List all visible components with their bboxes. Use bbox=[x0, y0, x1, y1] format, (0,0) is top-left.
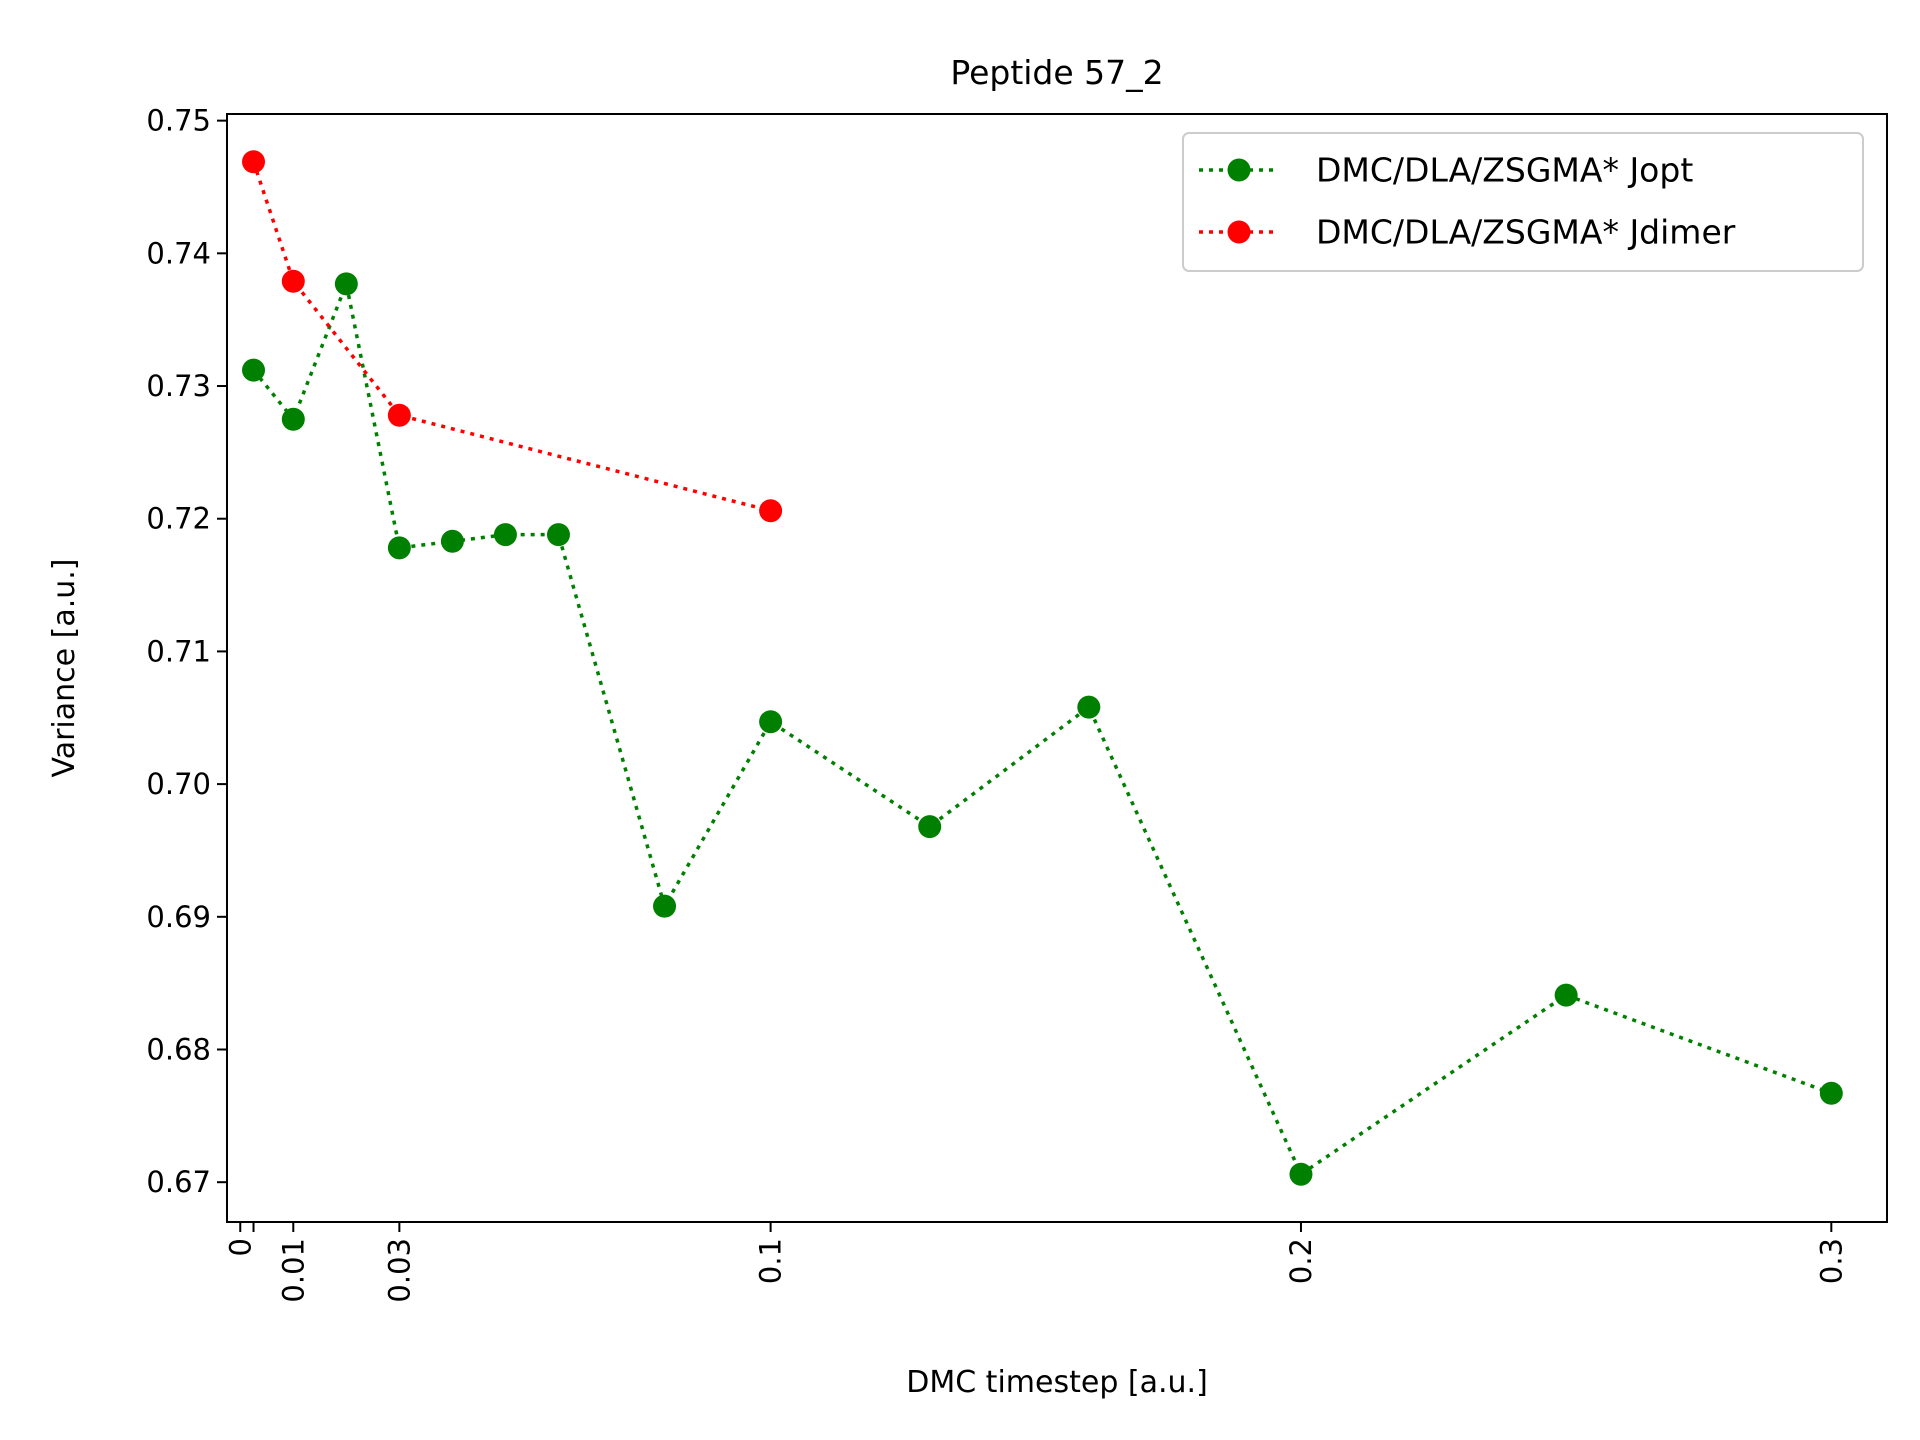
x-axis-label: DMC timestep [a.u.] bbox=[906, 1365, 1208, 1400]
y-tick-label: 0.74 bbox=[146, 236, 211, 270]
legend-marker-1 bbox=[1227, 220, 1251, 244]
series-0-point bbox=[918, 815, 942, 839]
x-tick-label: 0.01 bbox=[276, 1238, 310, 1303]
legend-label-1: DMC/DLA/ZSGMA* Jdimer bbox=[1316, 213, 1736, 252]
series-line-0 bbox=[252, 277, 1832, 1177]
legend-label-0: DMC/DLA/ZSGMA* Jopt bbox=[1316, 151, 1693, 190]
y-tick-label: 0.70 bbox=[146, 767, 211, 801]
series-0-point bbox=[546, 523, 570, 547]
y-axis-label: Variance [a.u.] bbox=[47, 558, 82, 777]
x-tick-label: 0.03 bbox=[382, 1238, 416, 1303]
y-tick-label: 0.67 bbox=[146, 1165, 211, 1199]
y-tick-label: 0.75 bbox=[146, 104, 211, 138]
chart-title: Peptide 57_2 bbox=[950, 53, 1163, 92]
plot-frame bbox=[226, 113, 1888, 1223]
series-0-point bbox=[1077, 695, 1101, 719]
legend-marker-0 bbox=[1227, 158, 1251, 182]
legend-frame bbox=[1182, 132, 1864, 272]
series-0-point bbox=[1289, 1162, 1313, 1186]
series-layer bbox=[242, 150, 1843, 1186]
x-axis-ticks: 0 0.01 0.03 0.1 0.2 0.3 bbox=[223, 1222, 1848, 1303]
series-0-point bbox=[242, 358, 266, 382]
y-tick-label: 0.71 bbox=[146, 634, 211, 668]
legend-entries: DMC/DLA/ZSGMA* Jopt DMC/DLA/ZSGMA* Jdimer bbox=[1199, 151, 1736, 252]
x-tick-label: 0 bbox=[223, 1238, 257, 1256]
y-axis-ticks: 0.67 0.68 0.69 0.70 0.71 0.72 0.73 0.74 0.75 bbox=[146, 104, 227, 1199]
series-1-point bbox=[387, 403, 411, 427]
series-0-point bbox=[653, 894, 677, 918]
plot-area: 0 0.01 0.03 0.1 0.2 0.3 0.670.680.690.700.710… bbox=[146, 104, 1888, 1303]
y-tick-label: 0.68 bbox=[146, 1032, 211, 1066]
series-0-point bbox=[759, 710, 783, 734]
x-tick-label: 0.2 bbox=[1284, 1238, 1318, 1284]
y-tick-label: 0.72 bbox=[146, 502, 211, 536]
series-0-point bbox=[1819, 1081, 1843, 1105]
series-1-point bbox=[242, 150, 266, 174]
series-0-point bbox=[1554, 983, 1578, 1007]
series-0-point bbox=[493, 523, 517, 547]
series-1-point bbox=[281, 269, 305, 293]
y-tick-label: 0.73 bbox=[146, 369, 211, 403]
series-line-1 bbox=[251, 161, 772, 513]
series-0-point bbox=[281, 407, 305, 431]
y-tick-label: 0.69 bbox=[146, 900, 211, 934]
series-1-point bbox=[759, 499, 783, 523]
legend: DMC/DLA/ZSGMA* Jopt DMC/DLA/ZSGMA* Jdimer bbox=[1182, 132, 1864, 272]
series-0-point bbox=[440, 529, 464, 553]
x-tick-label: 0.1 bbox=[754, 1238, 788, 1284]
series-0-point bbox=[387, 536, 411, 560]
x-tick-label: 0.3 bbox=[1814, 1238, 1848, 1284]
series-0-point bbox=[334, 272, 358, 296]
